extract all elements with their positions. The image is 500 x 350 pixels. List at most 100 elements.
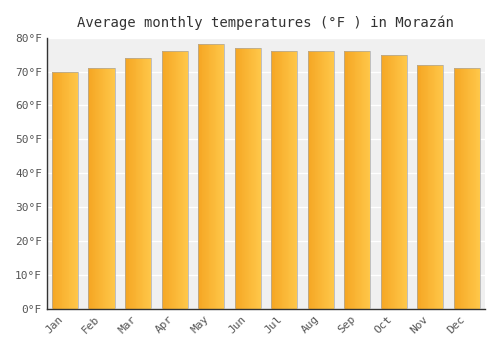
- Bar: [75, 71, 76, 309]
- Bar: [271, 51, 297, 309]
- Bar: [54, 71, 56, 309]
- Bar: [331, 51, 332, 309]
- Bar: [64, 71, 65, 309]
- Bar: [454, 68, 456, 309]
- Bar: [442, 65, 444, 309]
- Bar: [292, 51, 293, 309]
- Bar: [380, 55, 407, 309]
- Bar: [204, 44, 205, 309]
- Bar: [362, 51, 364, 309]
- Bar: [136, 58, 138, 309]
- Bar: [470, 68, 471, 309]
- Bar: [66, 71, 67, 309]
- Bar: [213, 44, 214, 309]
- Bar: [114, 68, 115, 309]
- Bar: [352, 51, 353, 309]
- Bar: [73, 71, 74, 309]
- Bar: [110, 68, 112, 309]
- Bar: [211, 44, 212, 309]
- Bar: [106, 68, 107, 309]
- Bar: [220, 44, 221, 309]
- Bar: [346, 51, 348, 309]
- Bar: [112, 68, 113, 309]
- Bar: [162, 51, 188, 309]
- Bar: [385, 55, 386, 309]
- Bar: [287, 51, 288, 309]
- Bar: [184, 51, 185, 309]
- Bar: [146, 58, 147, 309]
- Bar: [97, 68, 98, 309]
- Bar: [462, 68, 463, 309]
- Bar: [247, 48, 248, 309]
- Bar: [133, 58, 134, 309]
- Bar: [145, 58, 146, 309]
- Bar: [426, 65, 428, 309]
- Bar: [460, 68, 462, 309]
- Bar: [234, 48, 261, 309]
- Bar: [198, 44, 224, 309]
- Bar: [358, 51, 359, 309]
- Bar: [278, 51, 279, 309]
- Bar: [242, 48, 244, 309]
- Bar: [328, 51, 330, 309]
- Bar: [166, 51, 167, 309]
- Bar: [178, 51, 179, 309]
- Bar: [171, 51, 172, 309]
- Bar: [102, 68, 104, 309]
- Bar: [437, 65, 438, 309]
- Bar: [296, 51, 298, 309]
- Bar: [181, 51, 182, 309]
- Bar: [222, 44, 224, 309]
- Bar: [165, 51, 166, 309]
- Bar: [333, 51, 334, 309]
- Bar: [313, 51, 314, 309]
- Bar: [132, 58, 133, 309]
- Bar: [359, 51, 360, 309]
- Bar: [310, 51, 311, 309]
- Bar: [200, 44, 202, 309]
- Bar: [457, 68, 458, 309]
- Bar: [164, 51, 165, 309]
- Bar: [326, 51, 327, 309]
- Bar: [237, 48, 238, 309]
- Bar: [398, 55, 399, 309]
- Bar: [324, 51, 325, 309]
- Bar: [76, 71, 78, 309]
- Bar: [105, 68, 106, 309]
- Bar: [207, 44, 208, 309]
- Bar: [212, 44, 213, 309]
- Bar: [99, 68, 100, 309]
- Bar: [172, 51, 173, 309]
- Bar: [253, 48, 254, 309]
- Bar: [351, 51, 352, 309]
- Bar: [344, 51, 345, 309]
- Bar: [423, 65, 424, 309]
- Bar: [394, 55, 396, 309]
- Bar: [319, 51, 320, 309]
- Bar: [91, 68, 92, 309]
- Bar: [479, 68, 480, 309]
- Bar: [390, 55, 391, 309]
- Bar: [428, 65, 430, 309]
- Bar: [317, 51, 318, 309]
- Bar: [185, 51, 186, 309]
- Bar: [320, 51, 322, 309]
- Bar: [294, 51, 296, 309]
- Bar: [62, 71, 64, 309]
- Bar: [366, 51, 367, 309]
- Bar: [131, 58, 132, 309]
- Bar: [276, 51, 277, 309]
- Bar: [405, 55, 406, 309]
- Bar: [58, 71, 59, 309]
- Bar: [420, 65, 422, 309]
- Bar: [199, 44, 200, 309]
- Bar: [182, 51, 184, 309]
- Bar: [308, 51, 334, 309]
- Bar: [206, 44, 207, 309]
- Bar: [92, 68, 93, 309]
- Bar: [282, 51, 284, 309]
- Bar: [272, 51, 273, 309]
- Bar: [280, 51, 281, 309]
- Bar: [271, 51, 272, 309]
- Bar: [365, 51, 366, 309]
